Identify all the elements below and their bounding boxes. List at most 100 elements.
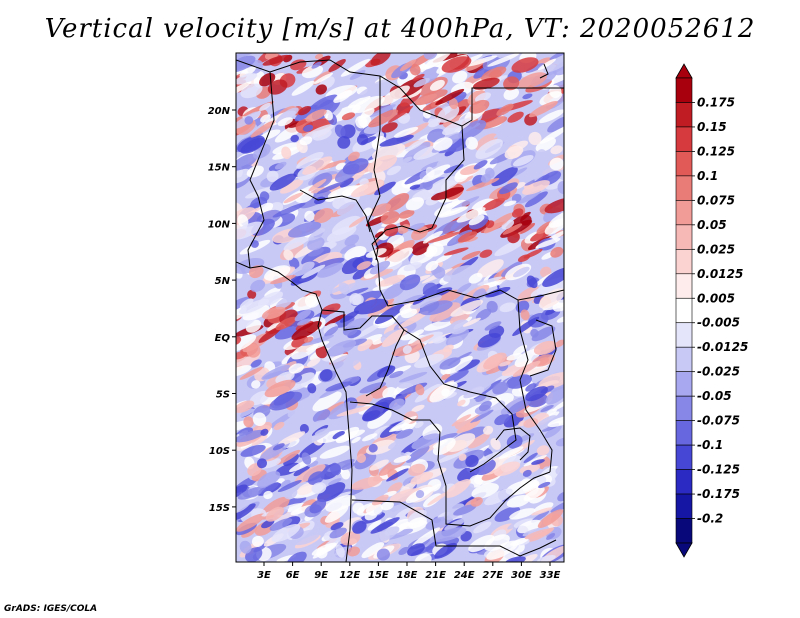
field-patch: [311, 61, 322, 69]
field-patch: [286, 551, 307, 562]
field-patch: [523, 487, 545, 502]
field-patch: [465, 55, 498, 67]
colorbar-box: [675, 493, 693, 519]
field-patch: [507, 231, 520, 244]
field-patch: [299, 424, 309, 434]
field-patch: [374, 304, 405, 325]
field-patch: [475, 92, 491, 103]
field-patch: [438, 206, 468, 218]
field-patch: [299, 136, 313, 146]
colorbar-box: [675, 151, 693, 177]
field-patch: [445, 202, 454, 208]
field-patch: [270, 274, 296, 285]
field-patch: [517, 254, 531, 263]
field-patch: [283, 249, 294, 261]
field-patch: [499, 302, 516, 313]
field-patch: [340, 468, 351, 480]
field-patch: [441, 56, 472, 73]
field-patch: [503, 76, 520, 91]
lat-tick-label: 5N: [215, 276, 231, 287]
field-patch: [310, 420, 326, 427]
field-patch: [239, 430, 249, 436]
lat-tick-label: 20N: [208, 106, 231, 117]
field-patch: [507, 398, 531, 414]
field-patch: [288, 363, 304, 374]
field-patch: [393, 167, 423, 179]
field-patch: [335, 429, 366, 442]
field-patch: [528, 100, 558, 118]
field-patch: [283, 192, 304, 204]
field-patch: [236, 221, 264, 240]
field-patch: [422, 282, 438, 297]
field-patch: [326, 339, 357, 357]
field-patch: [239, 540, 252, 554]
field-patch: [393, 126, 419, 138]
field-patch: [309, 499, 327, 514]
field-patch: [317, 482, 346, 503]
field-patch: [468, 433, 490, 449]
field-patch: [415, 490, 425, 499]
field-patch: [457, 399, 466, 407]
field-patch: [330, 522, 344, 531]
field-patch: [236, 334, 257, 352]
field-patch: [256, 458, 268, 469]
field-patch: [337, 136, 351, 149]
field-patch: [503, 87, 520, 101]
colorbar-label: -0.1: [697, 438, 723, 452]
field-patch: [307, 471, 325, 485]
field-patch: [547, 415, 564, 428]
lon-tick-label: 21E: [425, 570, 446, 581]
field-patch: [373, 526, 400, 543]
field-patch: [544, 425, 562, 439]
colorbar-box: [675, 371, 693, 397]
field-patch: [522, 526, 549, 537]
field-patch: [499, 361, 511, 367]
field-patch: [255, 202, 274, 216]
field-patch: [423, 53, 438, 60]
field-patch: [352, 262, 378, 280]
field-patch: [500, 129, 529, 147]
field-patch: [240, 444, 266, 457]
colorbar-label: -0.2: [697, 512, 723, 526]
field-patch: [542, 298, 564, 311]
field-patch: [325, 284, 349, 295]
field-patch: [398, 546, 410, 555]
field-patch: [334, 124, 346, 138]
field-patch: [403, 262, 422, 272]
field-patch: [340, 531, 361, 546]
field-patch: [236, 248, 242, 256]
field-patch: [544, 197, 564, 214]
colorbar-box: [675, 322, 693, 348]
field-patch: [444, 369, 469, 384]
field-patch: [275, 316, 297, 331]
colorbar: 0.175 0.15 0.125 0.1 0.075 0.05 0.025 0.0125 0.0…: [675, 63, 748, 558]
field-patch: [550, 246, 564, 258]
field-patch: [477, 259, 504, 278]
colorbar-label: -0.125: [697, 463, 740, 477]
field-patch: [538, 402, 554, 411]
colorbar-box: [675, 469, 693, 495]
field-patch: [275, 462, 301, 476]
field-patch: [361, 542, 385, 559]
field-patch: [236, 53, 259, 61]
field-patch: [405, 138, 426, 152]
field-patch: [399, 59, 417, 72]
field-patch: [512, 360, 541, 378]
colorbar-box: [675, 249, 693, 275]
field-patch: [263, 490, 273, 500]
field-patch: [297, 482, 316, 496]
field-patch: [381, 327, 408, 348]
field-patch: [294, 309, 311, 322]
field-patch: [245, 186, 277, 199]
colorbar-label: -0.025: [697, 365, 740, 379]
colorbar-label: 0.1: [697, 169, 718, 183]
field-patch: [487, 53, 520, 67]
field-patch: [336, 406, 371, 417]
field-patch: [419, 300, 453, 316]
field-patch: [429, 79, 445, 91]
field-patch: [273, 421, 285, 431]
field-patch: [267, 320, 283, 332]
field-patch: [356, 453, 367, 463]
field-patch: [414, 353, 445, 368]
field-patch: [251, 435, 268, 446]
